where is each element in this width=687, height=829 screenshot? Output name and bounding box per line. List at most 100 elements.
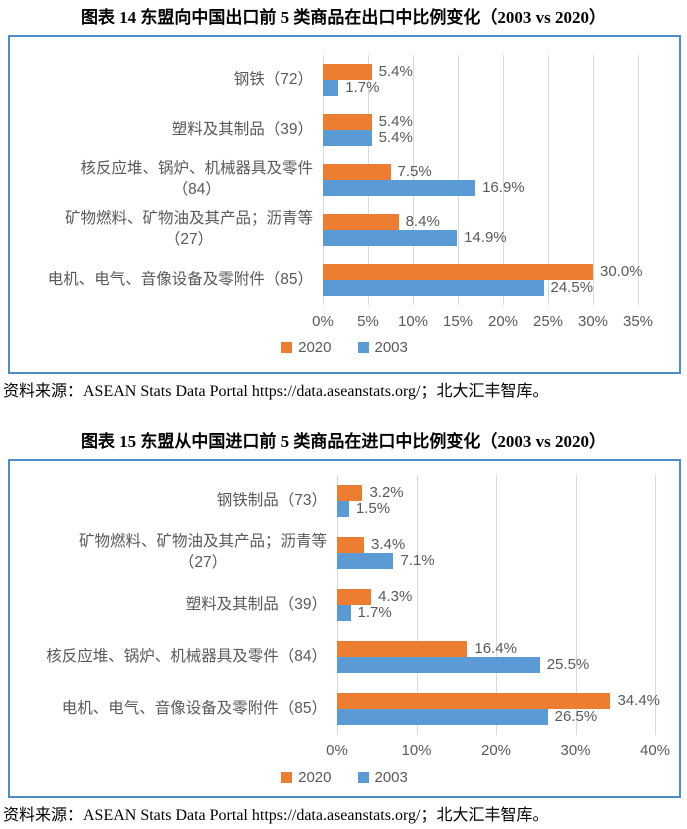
legend-item-2020: 2020 [281,339,332,356]
x-axis-tick-label: 10% [397,313,429,330]
x-axis-tick-label: 0% [312,313,334,330]
bar-value-label: 1.7% [357,604,392,621]
bar-value-label: 7.5% [397,163,432,180]
legend-swatch-2003 [357,342,369,353]
category-label: 电机、电气、音像设备及零附件（85） [14,683,327,735]
legend-item-2003: 2003 [357,769,408,786]
bar-2003 [337,657,540,673]
x-axis-tick-label: 30% [577,313,609,330]
category-label: 核反应堆、锅炉、机械器具及零件（84） [14,155,313,205]
figure-14-source: 资料来源：ASEAN Stats Data Portal https://dat… [3,383,549,400]
x-axis-tick-label: 20% [487,313,519,330]
category-label-text: 塑料及其制品（39） [185,595,327,613]
chart-legend: 2020 2003 [10,769,679,786]
legend-label-2020: 2020 [298,339,332,356]
bar-value-label: 5.4% [378,129,413,146]
bar-2020 [337,537,365,553]
x-axis-tick-label: 40% [639,742,671,759]
grid-line [638,55,639,305]
bar-value-label: 5.4% [378,63,413,80]
bar-value-label: 14.9% [464,229,507,246]
bar-2003 [337,605,351,621]
legend-item-2020: 2020 [281,769,332,786]
grid-line [593,55,594,305]
category-label: 塑料及其制品（39） [14,579,327,631]
x-axis-tick-label: 0% [326,742,348,759]
legend-item-2003: 2003 [357,339,408,356]
bar-value-label: 26.5% [554,708,598,725]
bar-value-label: 1.5% [355,500,391,517]
category-label: 矿物燃料、矿物油及其产品；沥青等 （27） [14,527,327,579]
bar-2020 [323,114,372,130]
figure-15-source: 资料来源：ASEAN Stats Data Portal https://dat… [3,807,549,824]
grid-line [575,475,577,735]
bar-2003 [337,709,548,725]
category-label: 矿物燃料、矿物油及其产品；沥青等 （27） [14,205,313,255]
bar-value-label: 16.4% [474,640,517,657]
bar-2003 [323,130,372,146]
grid-line [655,475,656,735]
bar-value-label: 30.0% [600,263,643,280]
bar-value-label: 25.5% [546,656,590,673]
bar-2003 [323,80,339,96]
chart-legend: 2020 2003 [10,339,679,356]
bar-2020 [337,641,468,657]
x-axis-tick-label: 30% [560,742,591,759]
bar-value-label: 16.9% [482,179,525,196]
bar-value-label: 3.4% [371,536,406,553]
legend-label-2003: 2003 [374,769,408,786]
figure-15-chart: 0% 10% 20% 30% 40% 钢铁制品（73） 3.2% 1.5% 矿物燃料、矿物油及其… [8,459,681,798]
bar-2003 [323,280,544,296]
category-label-text: 矿物燃料、矿物油及其产品；沥青等 （27） [64,210,313,248]
bar-2020 [323,64,372,80]
category-label: 钢铁制品（73） [14,475,327,527]
figure-14-chart: 0% 5% 10% 15% 20% 25% 30% 35% 钢铁（72） 5.4% 1.7% 塑料及其… [8,35,681,374]
legend-swatch-2020 [281,772,293,783]
x-axis-tick-label: 35% [622,313,654,330]
category-label: 塑料及其制品（39） [14,105,313,155]
legend-swatch-2020 [281,342,293,353]
bar-2020 [323,214,399,230]
bar-value-label: 34.4% [617,692,661,709]
bar-value-label: 8.4% [405,213,440,230]
category-label-text: 钢铁（72） [233,70,313,88]
bar-2020 [323,264,593,280]
bar-2020 [337,485,363,501]
x-axis-tick-label: 25% [532,313,564,330]
category-label: 电机、电气、音像设备及零附件（85） [14,255,313,305]
bar-value-label: 7.1% [400,552,435,569]
bar-2020 [323,164,391,180]
bar-value-label: 3.2% [369,484,404,501]
bar-2020 [337,693,611,709]
grid-line [548,55,549,305]
grid-line [503,55,504,305]
bar-value-label: 24.5% [550,279,594,296]
category-label-text: 核反应堆、锅炉、机械器具及零件（84） [46,647,327,665]
bar-2003 [323,180,476,196]
grid-line [496,475,497,735]
bar-2020 [337,589,372,605]
category-label-text: 矿物燃料、矿物油及其产品；沥青等 （27） [78,533,327,571]
bar-2003 [337,501,349,517]
category-label-text: 核反应堆、锅炉、机械器具及零件（84） [80,160,313,198]
category-label-text: 电机、电气、音像设备及零附件（85） [61,699,327,717]
bar-2003 [323,230,458,246]
x-axis-tick-label: 10% [401,742,432,759]
grid-line [416,475,418,735]
bar-value-label: 5.4% [378,113,413,130]
figure-15-title: 图表 15 东盟从中国进口前 5 类商品在进口中比例变化（2003 vs 202… [80,432,607,451]
bar-value-label: 1.7% [345,79,380,96]
legend-swatch-2003 [357,772,369,783]
x-axis-tick-label: 15% [442,313,474,330]
category-label: 钢铁（72） [14,55,313,105]
bar-value-label: 4.3% [378,588,413,605]
category-label: 核反应堆、锅炉、机械器具及零件（84） [14,631,327,683]
legend-label-2003: 2003 [374,339,408,356]
legend-label-2020: 2020 [298,769,332,786]
category-label-text: 钢铁制品（73） [216,491,327,509]
bar-2003 [337,553,394,569]
figure-14-title: 图表 14 东盟向中国出口前 5 类商品在出口中比例变化（2003 vs 202… [80,8,607,27]
category-label-text: 塑料及其制品（39） [171,120,313,138]
x-axis-tick-label: 5% [357,313,379,330]
